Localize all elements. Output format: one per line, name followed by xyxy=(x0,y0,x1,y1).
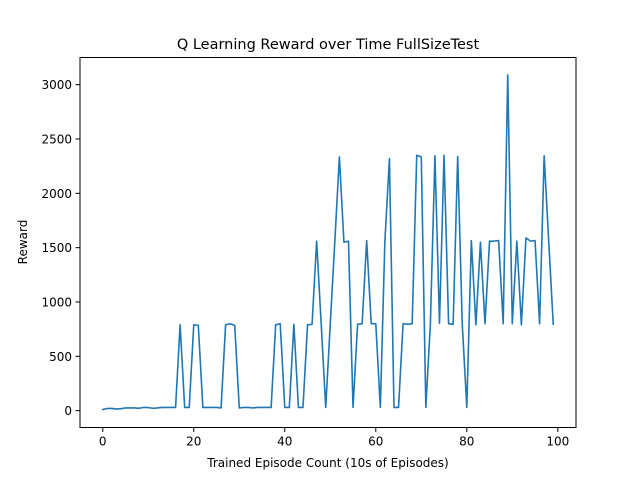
x-tick-label: 0 xyxy=(99,435,107,449)
x-tick-label: 80 xyxy=(459,435,474,449)
y-tick-label: 1000 xyxy=(41,295,72,309)
y-tick-label: 3000 xyxy=(41,78,72,92)
x-tick-label: 60 xyxy=(368,435,383,449)
y-tick-label: 0 xyxy=(64,404,72,418)
y-axis-label: Reward xyxy=(16,220,30,265)
reward-series-line xyxy=(101,74,555,411)
y-tick-label: 2000 xyxy=(41,187,72,201)
chart-title: Q Learning Reward over Time FullSizeTest xyxy=(177,37,480,53)
y-tick-label: 2500 xyxy=(41,132,72,146)
y-tick-label: 500 xyxy=(49,350,72,364)
x-tick-label: 100 xyxy=(546,435,569,449)
x-tick-label: 40 xyxy=(277,435,292,449)
y-tick-label: 1500 xyxy=(41,241,72,255)
x-tick-label: 20 xyxy=(186,435,201,449)
x-axis-label: Trained Episode Count (10s of Episodes) xyxy=(206,456,448,470)
plot-frame xyxy=(79,57,577,428)
y-axis-ticks: 0 500 1000 1500 2000 2500 3000 xyxy=(41,78,80,418)
x-axis-ticks: 0 20 40 60 80 100 xyxy=(99,427,569,449)
